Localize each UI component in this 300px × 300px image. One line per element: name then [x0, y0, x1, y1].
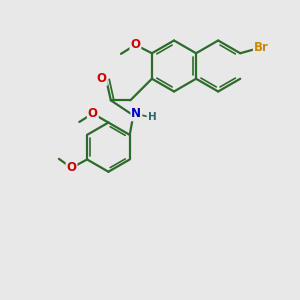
- Text: N: N: [131, 107, 141, 120]
- Text: O: O: [88, 107, 98, 120]
- Text: O: O: [67, 161, 76, 174]
- Text: O: O: [97, 72, 107, 85]
- Text: O: O: [130, 38, 140, 51]
- Text: H: H: [148, 112, 156, 122]
- Text: Br: Br: [254, 41, 269, 54]
